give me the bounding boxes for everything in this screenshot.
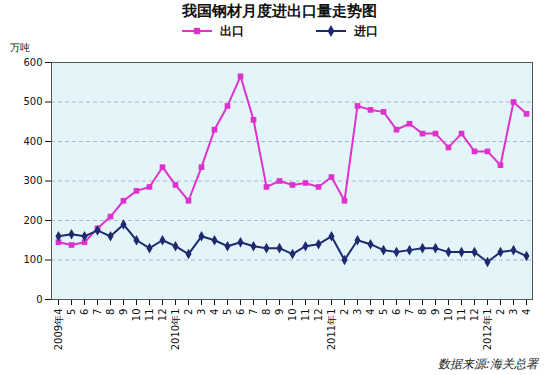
svg-text:2011年1: 2011年1 [326, 309, 337, 351]
svg-text:7: 7 [248, 309, 259, 315]
svg-text:11: 11 [144, 309, 155, 322]
svg-text:10: 10 [131, 309, 142, 322]
svg-text:5: 5 [66, 309, 77, 315]
svg-text:10: 10 [443, 309, 454, 322]
svg-text:4: 4 [209, 309, 220, 315]
svg-text:6: 6 [391, 309, 402, 315]
html-text:数据来源:海关总署: 数据来源:海关总署 [438, 357, 538, 371]
svg-text:300: 300 [23, 175, 42, 186]
svg-text:2: 2 [495, 309, 506, 315]
svg-text:12: 12 [157, 309, 168, 322]
svg-text:4: 4 [521, 309, 532, 315]
svg-text:2: 2 [339, 309, 350, 315]
svg-text:2: 2 [183, 309, 194, 315]
svg-text:3: 3 [508, 309, 519, 315]
svg-text:5: 5 [378, 309, 389, 315]
svg-text:12: 12 [313, 309, 324, 322]
svg-text:6: 6 [235, 309, 246, 315]
svg-text:0: 0 [36, 294, 42, 305]
html-text:我国钢材月度进出口量走势图: 我国钢材月度进出口量走势图 [181, 2, 377, 20]
svg-text:11: 11 [456, 309, 467, 322]
svg-text:3: 3 [352, 309, 363, 315]
svg-text:9: 9 [118, 309, 129, 315]
html-text:进口: 进口 [354, 23, 378, 38]
svg-text:2009年4: 2009年4 [53, 309, 64, 351]
svg-text:7: 7 [92, 309, 103, 315]
svg-text:2012年1: 2012年1 [482, 309, 493, 351]
html-text:出口: 出口 [220, 23, 244, 38]
svg-text:3: 3 [196, 309, 207, 315]
svg-text:9: 9 [274, 309, 285, 315]
svg-text:8: 8 [105, 309, 116, 315]
svg-text:500: 500 [23, 96, 42, 107]
svg-text:7: 7 [404, 309, 415, 315]
svg-text:8: 8 [417, 309, 428, 315]
svg-text:6: 6 [79, 309, 90, 315]
svg-text:2010年1: 2010年1 [170, 309, 181, 351]
svg-text:11: 11 [300, 309, 311, 322]
svg-text:12: 12 [469, 309, 480, 322]
svg-text:400: 400 [23, 136, 42, 147]
svg-text:9: 9 [430, 309, 441, 315]
svg-text:8: 8 [261, 309, 272, 315]
svg-text:200: 200 [23, 215, 42, 226]
svg-text:万吨: 万吨 [10, 42, 30, 53]
svg-text:10: 10 [287, 309, 298, 322]
svg-text:5: 5 [222, 309, 233, 315]
svg-text:4: 4 [365, 309, 376, 315]
svg-text:600: 600 [23, 57, 42, 68]
svg-text:100: 100 [23, 254, 42, 265]
